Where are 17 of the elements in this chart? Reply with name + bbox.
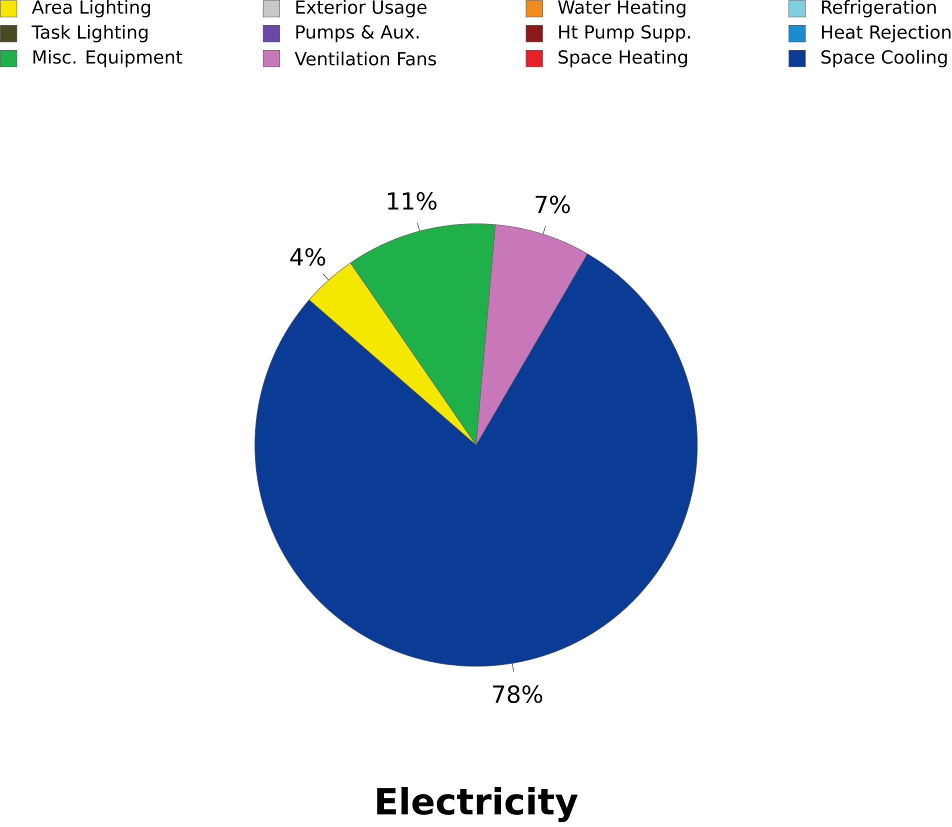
legend-label: Ventilation Fans <box>294 52 436 66</box>
legend-label: Space Cooling <box>821 50 947 68</box>
legend-label: Pumps & Aux. <box>296 25 419 42</box>
data-label: 11% <box>388 192 436 210</box>
legend-label: Task Lighting <box>32 25 148 42</box>
legend-label: Area Lighting <box>32 0 150 18</box>
legend-label: Space Heating <box>558 50 687 68</box>
text: Electricity <box>377 787 578 822</box>
legend-label: Heat Rejection <box>822 25 950 42</box>
legend-label: Misc. Equipment <box>33 50 182 68</box>
data-label: 78% <box>493 685 542 704</box>
legend-label: Water Heating <box>558 0 686 18</box>
legend-label: Ht Pump Supp. <box>559 25 690 42</box>
data-label: 7% <box>536 196 570 214</box>
legend-label: Refrigeration <box>822 0 936 18</box>
legend-label: Exterior Usage <box>296 0 426 18</box>
data-label: 4% <box>290 248 326 266</box>
